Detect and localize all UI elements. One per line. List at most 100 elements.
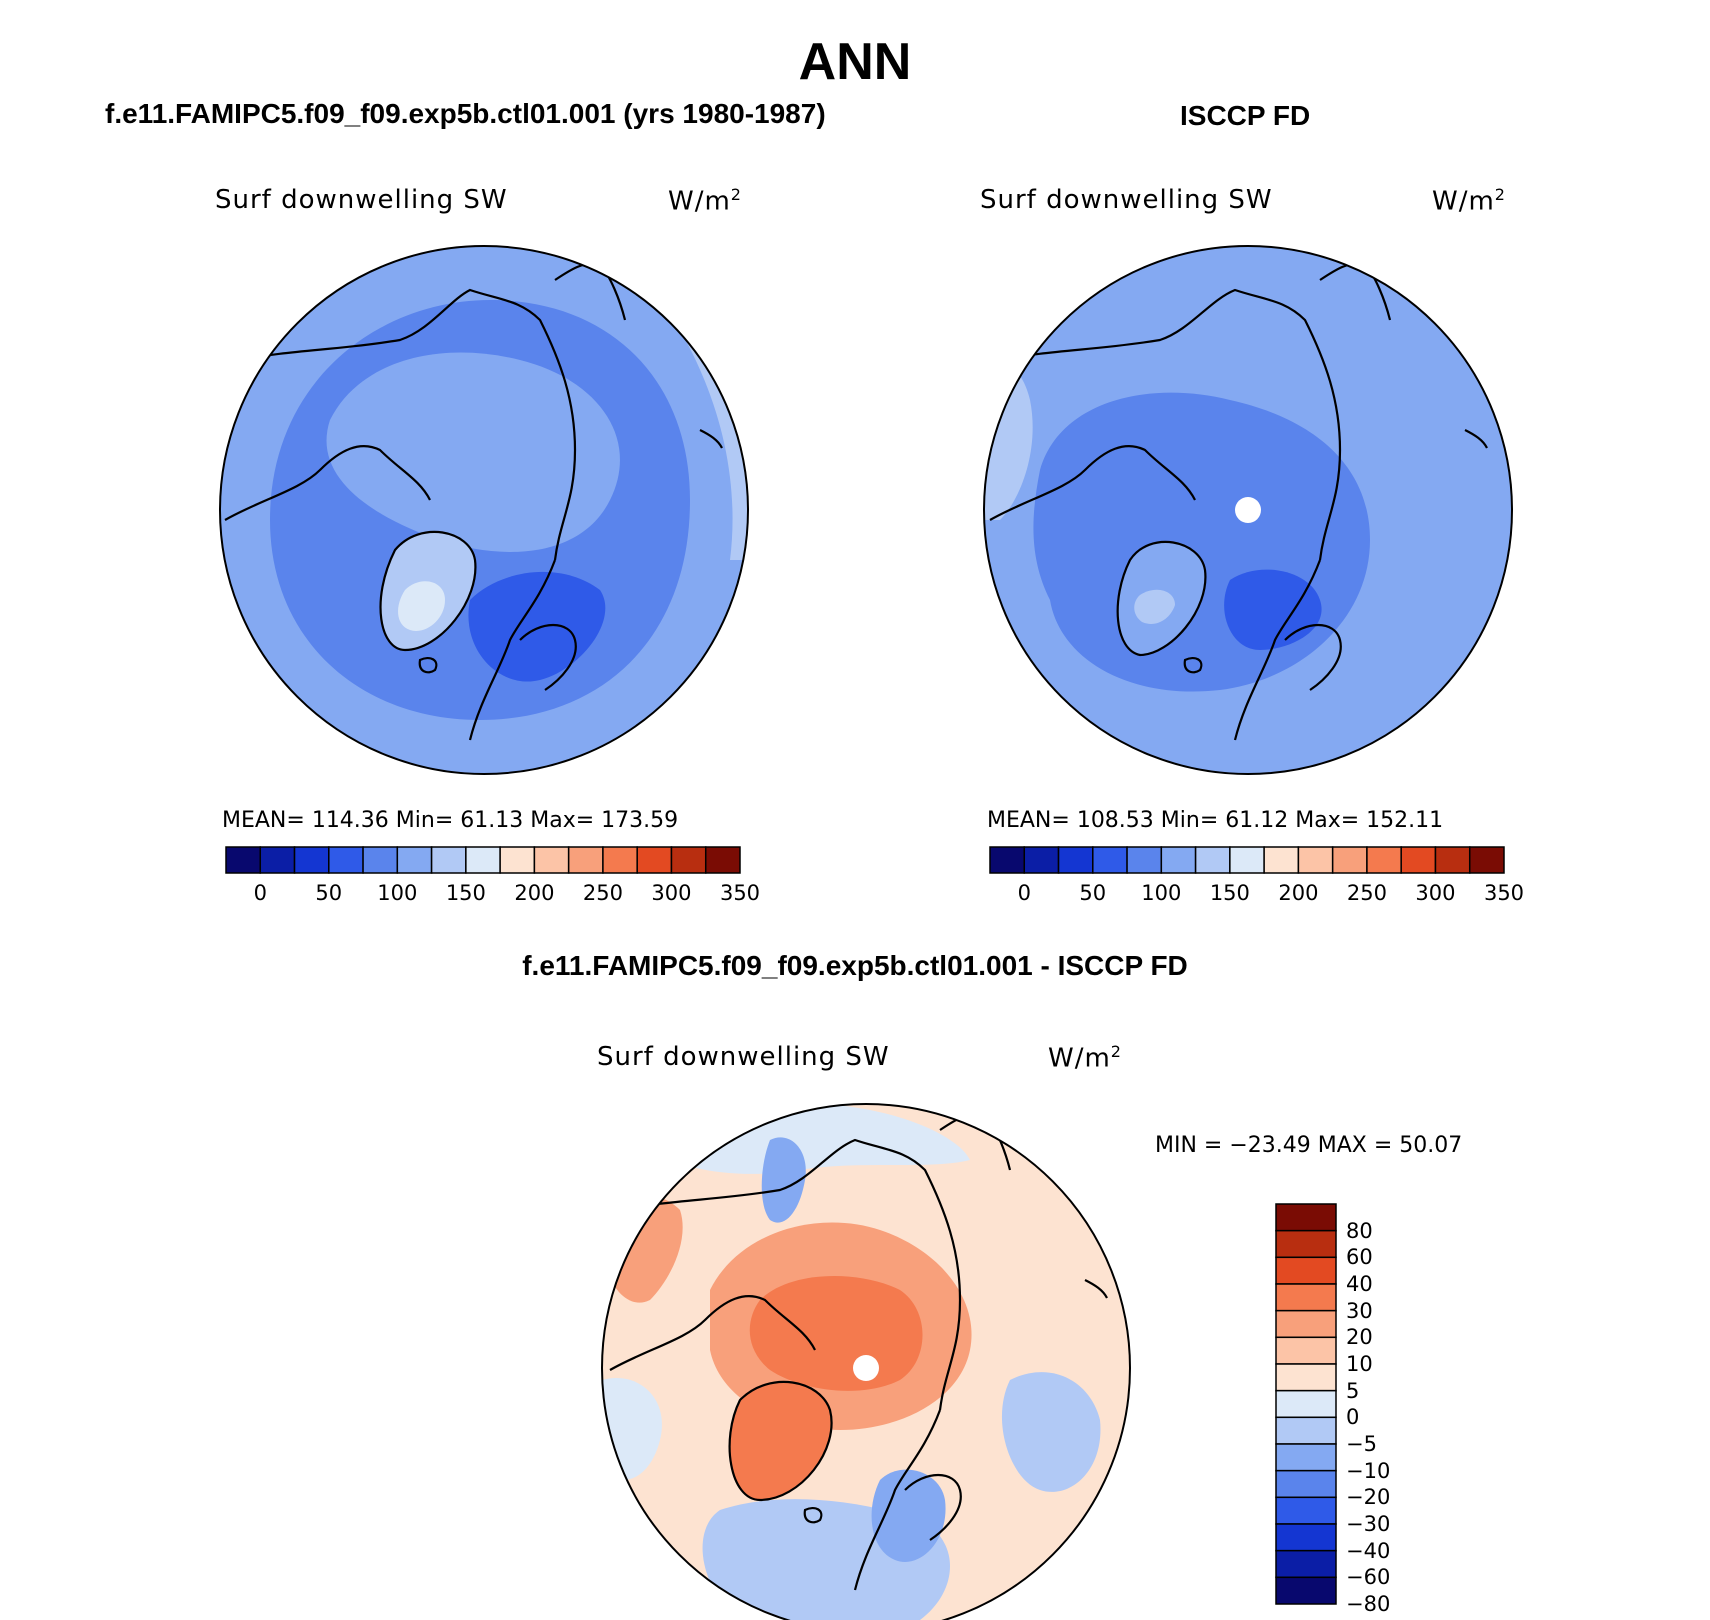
right-colorbar-box: [989, 846, 1026, 874]
left-units-base: W/m: [668, 186, 731, 217]
diff-colorbar-box: [1275, 1576, 1337, 1605]
diff-east-neg: [1001, 1372, 1101, 1492]
diff-scandinavia-blue: [871, 1469, 946, 1562]
right-colorbar-box: [1160, 846, 1197, 874]
right-colorbar-tick-label: 50: [1079, 881, 1107, 905]
right-colorbar-box: [1468, 846, 1505, 874]
right-colorbar-tick-label: 300: [1415, 881, 1456, 905]
left-stats-label: MEAN= 114.36 Min= 61.13 Max= 173.59: [222, 808, 679, 833]
left-colorbar-tick-label: 300: [651, 881, 692, 905]
diff-colorbar-tick-label: −20: [1346, 1485, 1391, 1510]
diff-polar-map: [601, 1103, 1131, 1620]
diff-colorbar-tick-label: −80: [1346, 1592, 1391, 1616]
left-colorbar-tick-label: 250: [582, 881, 623, 905]
right-colorbar-box: [1229, 846, 1265, 874]
diff-colorbar-tick-label: 20: [1346, 1325, 1373, 1350]
difference-panel-title: f.e11.FAMIPC5.f09_f09.exp5b.ctl01.001 - …: [522, 950, 1188, 981]
right-colorbar-tick-label: 150: [1209, 881, 1250, 905]
diff-pole-hole: [853, 1355, 879, 1381]
diff-colorbar-tick-label: −5: [1346, 1432, 1377, 1456]
diff-north-blue-zone: [761, 1137, 806, 1223]
left-colorbar-tick-label: 50: [315, 881, 343, 905]
right-colorbar-box: [1434, 846, 1471, 874]
left-map-border: [219, 245, 749, 775]
right-units-base: W/m: [1432, 186, 1495, 217]
diff-colorbar-tick-label: 60: [1346, 1245, 1373, 1270]
left-panel-title: f.e11.FAMIPC5.f09_f09.exp5b.ctl01.001 (y…: [105, 98, 826, 129]
diff-center-core: [749, 1276, 923, 1391]
diff-units-exponent: 2: [1110, 1042, 1122, 1061]
left-polar-map: [219, 245, 749, 775]
left-colorbar-box: [602, 846, 638, 874]
left-colorbar-box: [362, 846, 399, 874]
diff-colorbar-box: [1275, 1336, 1337, 1365]
diff-colorbar-box: [1275, 1363, 1337, 1392]
right-colorbar-box: [1023, 846, 1060, 874]
left-colorbar-box: [293, 846, 330, 874]
right-panel-title: ISCCP FD: [1180, 100, 1311, 131]
diff-colorbar-tick-label: 0: [1346, 1405, 1360, 1430]
right-variable-label: Surf downwelling SW: [980, 185, 1273, 215]
right-units-label: W/m2: [1432, 185, 1506, 217]
diff-colorbar-box: [1275, 1523, 1337, 1552]
left-atlantic-low: [468, 571, 606, 682]
left-colorbar-tick-label: 100: [377, 881, 418, 905]
right-map-border: [983, 245, 1513, 775]
right-colorbar-tick-label: 0: [1017, 881, 1031, 905]
left-colorbar-tick-label: 200: [514, 881, 555, 905]
left-colorbar-box: [704, 846, 741, 874]
diff-variable-label: Surf downwelling SW: [597, 1042, 890, 1072]
left-coastlines: [224, 262, 723, 741]
figure-title: ANN: [798, 33, 912, 91]
left-units-exponent: 2: [730, 185, 742, 204]
diff-colorbar-box: [1275, 1416, 1337, 1445]
diff-colorbar-box: [1275, 1469, 1337, 1499]
left-colorbar-tick-label: 150: [445, 881, 486, 905]
left-colorbar-box: [430, 846, 467, 874]
right-greenland-core: [1134, 589, 1175, 625]
diff-colorbar-box: [1275, 1443, 1337, 1472]
right-colorbar-box: [1126, 846, 1163, 874]
diff-colorbar-tick-label: 40: [1346, 1272, 1373, 1296]
left-colorbar-box: [465, 846, 501, 874]
diff-colorbar-tick-label: −60: [1346, 1565, 1391, 1590]
right-colorbar-tick-label: 200: [1278, 881, 1319, 905]
left-arctic-zone: [326, 352, 620, 552]
right-coastlines: [989, 262, 1488, 741]
diff-colorbar-tick-label: −10: [1346, 1458, 1391, 1483]
left-colorbar-box: [225, 846, 262, 874]
diff-colorbar-box: [1275, 1283, 1337, 1312]
right-colorbar-box: [1263, 846, 1300, 874]
diff-greenland: [729, 1381, 832, 1500]
right-colorbar-box: [1400, 846, 1437, 874]
right-colorbar: [989, 846, 1505, 874]
diff-colorbar-box: [1275, 1229, 1337, 1259]
diff-colorbar-box: [1275, 1496, 1337, 1525]
left-colorbar-box: [670, 846, 707, 874]
left-colorbar-box: [636, 846, 673, 874]
right-units-exponent: 2: [1494, 185, 1506, 204]
diff-colorbar-box: [1275, 1203, 1337, 1232]
diff-colorbar-tick-label: −30: [1346, 1512, 1391, 1536]
diff-units-base: W/m: [1048, 1043, 1111, 1074]
left-colorbar: [225, 846, 741, 874]
diff-colorbar-box: [1275, 1309, 1337, 1339]
diff-colorbar-tick-label: 10: [1346, 1352, 1373, 1376]
right-colorbar-box: [1194, 846, 1231, 874]
right-colorbar-box: [1331, 846, 1368, 874]
left-colorbar-box: [328, 846, 364, 874]
diff-colorbar-tick-label: 5: [1346, 1378, 1360, 1403]
right-polar-map: [983, 245, 1513, 775]
left-colorbar-box: [499, 846, 536, 874]
right-colorbar-tick-label: 350: [1483, 881, 1525, 905]
diff-map-border: [601, 1103, 1131, 1620]
right-colorbar-tick-label: 250: [1346, 881, 1387, 905]
right-colorbar-box: [1366, 846, 1402, 874]
left-greenland-core: [398, 581, 445, 631]
diff-colorbar-box: [1275, 1549, 1337, 1579]
right-colorbar-box: [1297, 846, 1334, 874]
left-units-label: W/m2: [668, 185, 742, 217]
diff-colorbar-tick-label: 30: [1346, 1298, 1373, 1323]
left-colorbar-tick-label: 0: [253, 881, 267, 905]
